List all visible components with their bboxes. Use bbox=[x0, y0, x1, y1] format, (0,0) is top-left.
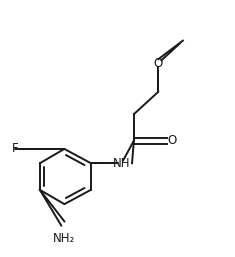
Text: O: O bbox=[168, 134, 177, 147]
Text: NH: NH bbox=[113, 157, 130, 170]
Text: F: F bbox=[12, 142, 19, 155]
Text: O: O bbox=[154, 57, 163, 70]
Text: NH₂: NH₂ bbox=[53, 232, 75, 245]
